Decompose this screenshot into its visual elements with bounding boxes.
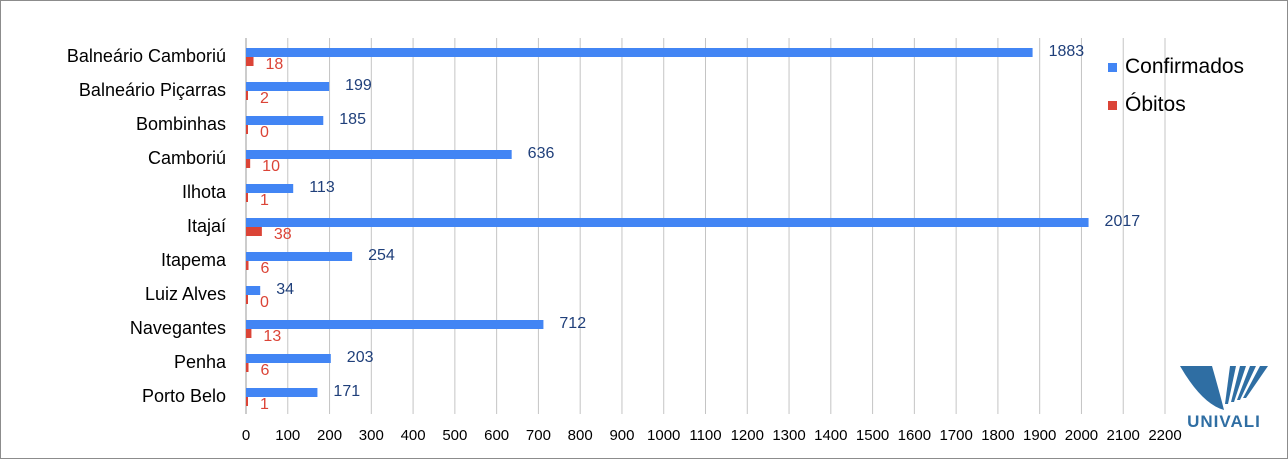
data-label-confirmados: 34: [276, 281, 294, 298]
bar-confirmados: [246, 252, 353, 261]
data-label-obitos: 13: [263, 328, 281, 345]
data-label-obitos: 6: [261, 362, 270, 379]
x-tick-label: 2100: [1107, 427, 1140, 444]
bar-confirmados: [246, 320, 544, 329]
bar-obitos: [246, 295, 248, 304]
data-label-confirmados: 636: [528, 145, 555, 162]
legend-swatch-obitos: [1108, 100, 1117, 110]
bar-confirmados: [246, 184, 294, 193]
x-tick-label: 300: [359, 427, 384, 444]
bar-confirmados: [246, 48, 1033, 57]
legend-item-confirmados: Confirmados: [1108, 48, 1244, 86]
bar-obitos: [246, 227, 262, 236]
bar-obitos: [246, 193, 248, 202]
univali-logo: UNIVALI: [1172, 364, 1276, 444]
category-label: Camboriú: [148, 148, 226, 168]
legend-label-obitos: Óbitos: [1125, 93, 1186, 116]
data-label-obitos: 38: [274, 226, 292, 243]
x-tick-label: 700: [526, 427, 551, 444]
category-label: Ilhota: [182, 182, 227, 202]
category-label: Bombinhas: [136, 114, 226, 134]
x-tick-label: 600: [484, 427, 509, 444]
category-label: Porto Belo: [142, 386, 226, 406]
x-tick-label: 1100: [689, 427, 721, 444]
data-label-confirmados: 203: [347, 349, 374, 366]
data-label-confirmados: 712: [559, 315, 586, 332]
data-label-confirmados: 199: [345, 77, 372, 94]
category-label: Itapema: [161, 250, 227, 270]
category-label: Balneário Camboriú: [67, 46, 226, 66]
data-label-confirmados: 1883: [1049, 43, 1085, 60]
data-label-confirmados: 254: [368, 247, 395, 264]
category-label: Luiz Alves: [145, 284, 226, 304]
data-label-confirmados: 2017: [1105, 213, 1141, 230]
data-label-confirmados: 185: [339, 111, 366, 128]
bar-obitos: [246, 329, 252, 338]
x-tick-label: 1700: [939, 427, 972, 444]
univali-logo-mark-icon: [1180, 366, 1268, 410]
x-tick-label: 900: [609, 427, 634, 444]
data-label-obitos: 0: [260, 294, 269, 311]
legend: Confirmados Óbitos: [1108, 48, 1244, 124]
bar-obitos: [246, 91, 248, 100]
bar-obitos: [246, 397, 248, 406]
x-tick-label: 1400: [814, 427, 847, 444]
legend-swatch-confirmados: [1108, 62, 1117, 72]
data-label-confirmados: 171: [333, 383, 360, 400]
category-label: Navegantes: [130, 318, 226, 338]
x-tick-label: 1500: [856, 427, 889, 444]
data-label-obitos: 18: [266, 56, 284, 73]
x-tick-label: 1300: [772, 427, 805, 444]
x-tick-label: 100: [275, 427, 300, 444]
x-tick-label: 1800: [981, 427, 1014, 444]
bar-obitos: [246, 363, 249, 372]
bar-confirmados: [246, 286, 261, 295]
data-label-obitos: 1: [260, 192, 269, 209]
x-tick-label: 2200: [1148, 427, 1181, 444]
bar-confirmados: [246, 388, 318, 397]
legend-item-obitos: Óbitos: [1108, 86, 1244, 124]
category-label: Penha: [174, 352, 227, 372]
data-label-obitos: 1: [260, 396, 269, 413]
x-tick-label: 800: [568, 427, 593, 444]
data-label-confirmados: 113: [309, 179, 335, 196]
bar-confirmados: [246, 354, 331, 363]
bar-confirmados: [246, 116, 324, 125]
data-label-obitos: 10: [262, 158, 280, 175]
bar-confirmados: [246, 82, 330, 91]
category-label: Itajaí: [187, 216, 226, 236]
x-tick-label: 0: [242, 427, 250, 444]
x-tick-label: 200: [317, 427, 342, 444]
x-tick-label: 1000: [647, 427, 680, 444]
x-tick-label: 2000: [1065, 427, 1098, 444]
bar-obitos: [246, 159, 251, 168]
data-label-obitos: 0: [260, 124, 269, 141]
legend-label-confirmados: Confirmados: [1125, 55, 1245, 78]
bar-confirmados: [246, 218, 1089, 227]
bar-confirmados: [246, 150, 512, 159]
category-label: Balneário Piçarras: [79, 80, 226, 100]
data-label-obitos: 2: [260, 90, 269, 107]
x-tick-label: 1200: [731, 427, 764, 444]
x-tick-label: 1600: [898, 427, 931, 444]
bar-obitos: [246, 261, 249, 270]
bar-obitos: [246, 125, 248, 134]
bar-obitos: [246, 57, 254, 66]
logo-text: UNIVALI: [1187, 412, 1261, 431]
x-tick-label: 1900: [1023, 427, 1056, 444]
data-label-obitos: 6: [261, 260, 270, 277]
x-tick-label: 500: [442, 427, 467, 444]
x-tick-label: 400: [401, 427, 426, 444]
